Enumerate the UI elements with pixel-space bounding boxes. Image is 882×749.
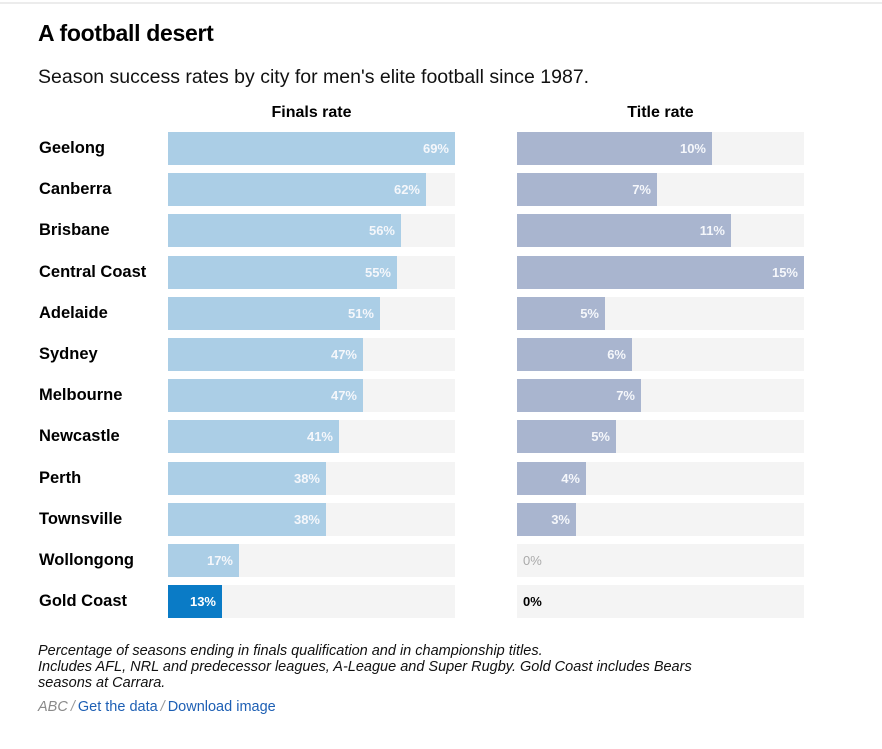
chart-subtitle: Season success rates by city for men's e…: [38, 66, 590, 88]
title-value-label: 11%: [699, 223, 725, 238]
title-track: 6%: [517, 338, 804, 371]
row-label: Sydney: [39, 345, 98, 363]
title-bar: [517, 256, 804, 289]
download-image-link[interactable]: Download image: [167, 699, 276, 715]
title-track: 10%: [517, 132, 804, 165]
finals-bar: [168, 379, 363, 412]
title-bar: [517, 214, 731, 247]
get-the-data-link[interactable]: Get the data: [77, 699, 158, 715]
title-track: 15%: [517, 256, 804, 289]
finals-value-label: 41%: [306, 429, 333, 444]
footnote-line: Includes AFL, NRL and predecessor league…: [38, 659, 692, 675]
title-track: 0%: [517, 585, 804, 618]
title-value-label: 5%: [580, 306, 599, 321]
finals-bar: [168, 585, 222, 618]
finals-bar: [168, 173, 426, 206]
finals-track: 47%: [168, 379, 455, 412]
finals-value-label: 51%: [347, 306, 374, 321]
title-value-label: 10%: [679, 141, 706, 156]
finals-value-label: 56%: [368, 223, 395, 238]
finals-value-label: 47%: [330, 347, 357, 362]
finals-bar: [168, 214, 401, 247]
finals-track: 55%: [168, 256, 455, 289]
title-track: 11%: [517, 214, 804, 247]
title-value-label: 5%: [591, 429, 610, 444]
finals-track: 38%: [168, 462, 455, 495]
title-value-label: 0%: [523, 553, 542, 568]
title-track: 5%: [517, 297, 804, 330]
finals-value-label: 38%: [293, 471, 320, 486]
title-bar: [517, 132, 712, 165]
row-label: Canberra: [39, 180, 112, 198]
finals-track: 69%: [168, 132, 455, 165]
finals-value-label: 13%: [189, 594, 216, 609]
finals-bar: [168, 503, 326, 536]
finals-rate-header: Finals rate: [271, 104, 352, 121]
title-track: 7%: [517, 379, 804, 412]
row-label: Wollongong: [39, 551, 134, 569]
finals-track: 17%: [168, 544, 455, 577]
title-value-label: 7%: [616, 388, 635, 403]
finals-value-label: 47%: [330, 388, 357, 403]
title-bar: [517, 503, 576, 536]
title-rate-header: Title rate: [627, 104, 694, 121]
row-label: Townsville: [39, 510, 123, 528]
footnote-line: Percentage of seasons ending in finals q…: [38, 643, 543, 659]
finals-track: 56%: [168, 214, 455, 247]
source-line: ABC / Get the data / Download image: [38, 699, 276, 715]
title-track: 3%: [517, 503, 804, 536]
title-value-label: 4%: [561, 471, 580, 486]
source-credit: ABC: [38, 699, 68, 715]
row-label: Brisbane: [39, 221, 110, 239]
finals-value-label: 69%: [422, 141, 449, 156]
title-value-label: 3%: [551, 512, 570, 527]
chart-title: A football desert: [38, 20, 214, 46]
title-bar: [517, 338, 632, 371]
row-label: Geelong: [39, 139, 106, 157]
finals-bar: [168, 338, 363, 371]
title-value-label: 6%: [607, 347, 626, 362]
separator: /: [160, 699, 165, 715]
finals-bar: [168, 132, 455, 165]
finals-track: 41%: [168, 420, 455, 453]
row-label: Central Coast: [39, 263, 147, 281]
finals-value-label: 62%: [393, 182, 420, 197]
finals-value-label: 38%: [293, 512, 320, 527]
row-label: Gold Coast: [39, 592, 128, 610]
row-label: Adelaide: [39, 304, 108, 322]
separator: /: [70, 699, 75, 715]
finals-value-label: 17%: [206, 553, 233, 568]
finals-bar: [168, 256, 397, 289]
finals-bar: [168, 544, 239, 577]
finals-track: 38%: [168, 503, 455, 536]
title-bar: [517, 420, 616, 453]
finals-track: 62%: [168, 173, 455, 206]
title-track: 0%: [517, 544, 804, 577]
finals-bar: [168, 420, 339, 453]
title-bar: [517, 379, 641, 412]
finals-bar: [168, 297, 380, 330]
finals-bar: [168, 462, 326, 495]
finals-value-label: 55%: [364, 265, 391, 280]
title-bar: [517, 297, 605, 330]
finals-track: 13%: [168, 585, 455, 618]
title-track: 5%: [517, 420, 804, 453]
title-bar: [517, 462, 586, 495]
title-value-label: 15%: [771, 265, 798, 280]
top-rule: [0, 2, 882, 4]
title-track: 4%: [517, 462, 804, 495]
title-value-label: 0%: [523, 594, 542, 609]
row-label: Newcastle: [39, 427, 120, 445]
title-bar: [517, 173, 657, 206]
finals-track: 51%: [168, 297, 455, 330]
footnote-line: seasons at Carrara.: [38, 675, 166, 691]
finals-track: 47%: [168, 338, 455, 371]
row-label: Melbourne: [39, 386, 123, 404]
title-value-label: 7%: [632, 182, 651, 197]
chart-footnote: Percentage of seasons ending in finals q…: [38, 643, 838, 691]
row-label: Perth: [39, 469, 82, 487]
title-track: 7%: [517, 173, 804, 206]
